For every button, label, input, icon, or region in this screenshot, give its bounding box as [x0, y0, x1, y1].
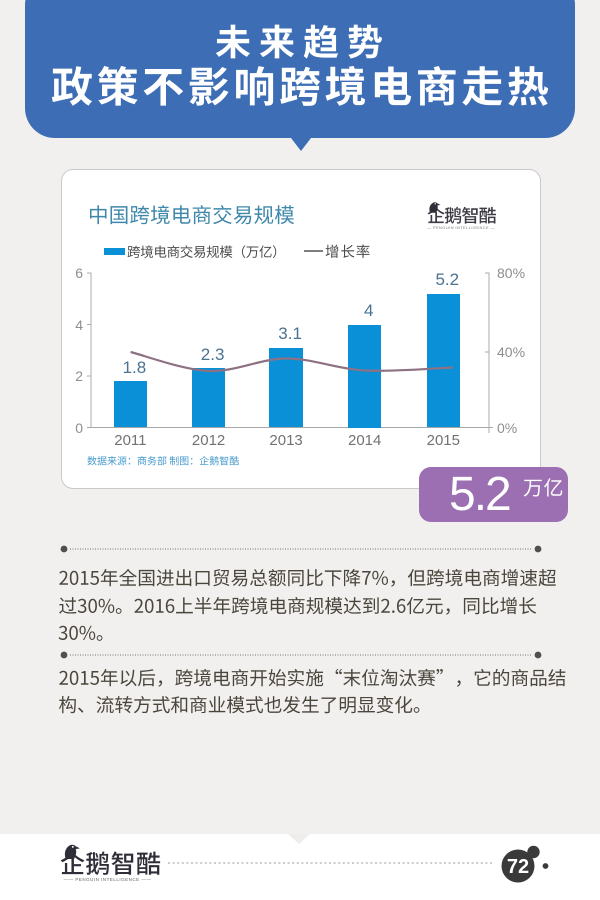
svg-text:72: 72 — [507, 856, 529, 878]
